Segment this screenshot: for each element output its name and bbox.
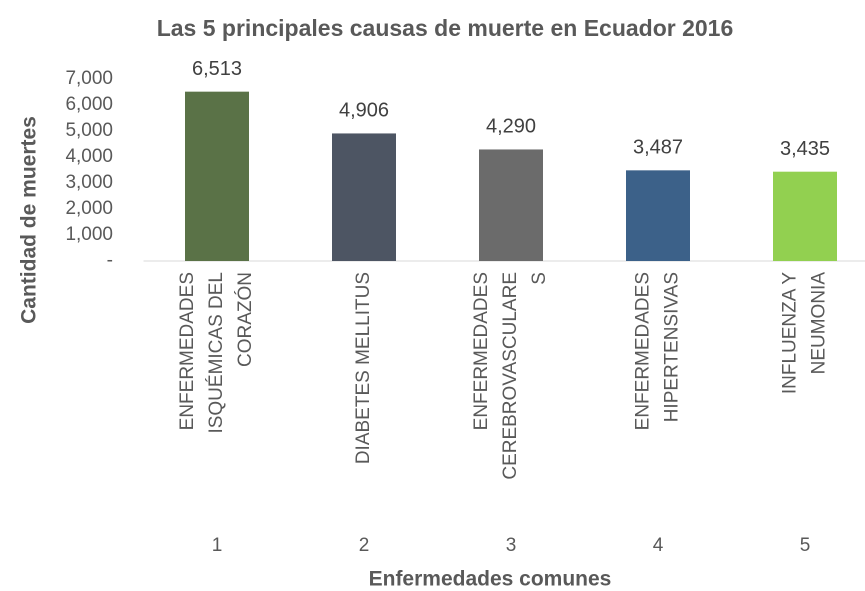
value-label: 3,487 xyxy=(633,137,683,159)
value-label: 4,906 xyxy=(339,100,389,122)
category-name: ISQUÉMICAS DEL xyxy=(206,272,227,434)
y-axis-title: Cantidad de muertes xyxy=(18,116,41,324)
value-label: 3,435 xyxy=(780,138,830,160)
y-tick-label: 2,000 xyxy=(65,198,113,219)
value-label: 4,290 xyxy=(486,116,536,138)
x-tick-label: 1 xyxy=(212,535,223,556)
value-label: 6,513 xyxy=(192,58,242,80)
x-tick-label: 3 xyxy=(506,535,517,556)
category-name: NEUMONIA xyxy=(809,272,830,375)
y-tick-label: 6,000 xyxy=(65,94,113,115)
y-tick-label: 1,000 xyxy=(65,224,113,245)
y-tick-label: - xyxy=(107,250,113,271)
chart-title: Las 5 principales causas de muerte en Ec… xyxy=(157,15,734,41)
y-tick-label: 7,000 xyxy=(65,68,113,89)
x-tick-label: 5 xyxy=(800,535,811,556)
bar xyxy=(479,149,543,261)
bar xyxy=(185,91,249,261)
category-name: ENFERMEDADES xyxy=(177,272,198,430)
category-name: DIABETES MELLITUS xyxy=(353,272,374,464)
category-name: S xyxy=(529,272,550,285)
x-tick-label: 4 xyxy=(653,535,664,556)
bar xyxy=(626,170,690,261)
x-axis-title: Enfermedades comunes xyxy=(369,568,612,591)
y-tick-label: 4,000 xyxy=(65,146,113,167)
x-tick-label: 2 xyxy=(359,535,370,556)
y-tick-label: 3,000 xyxy=(65,172,113,193)
category-name: INFLUENZA Y xyxy=(780,272,801,394)
category-name: ENFERMEDADES xyxy=(471,272,492,430)
y-tick-label: 5,000 xyxy=(65,120,113,141)
category-name: HIPERTENSIVAS xyxy=(662,272,683,422)
category-name: ENFERMEDADES xyxy=(633,272,654,430)
bar xyxy=(332,133,396,261)
category-name: CEREBROVASCULARE xyxy=(500,272,521,480)
bar xyxy=(773,171,837,261)
category-name: CORAZÓN xyxy=(234,272,256,367)
